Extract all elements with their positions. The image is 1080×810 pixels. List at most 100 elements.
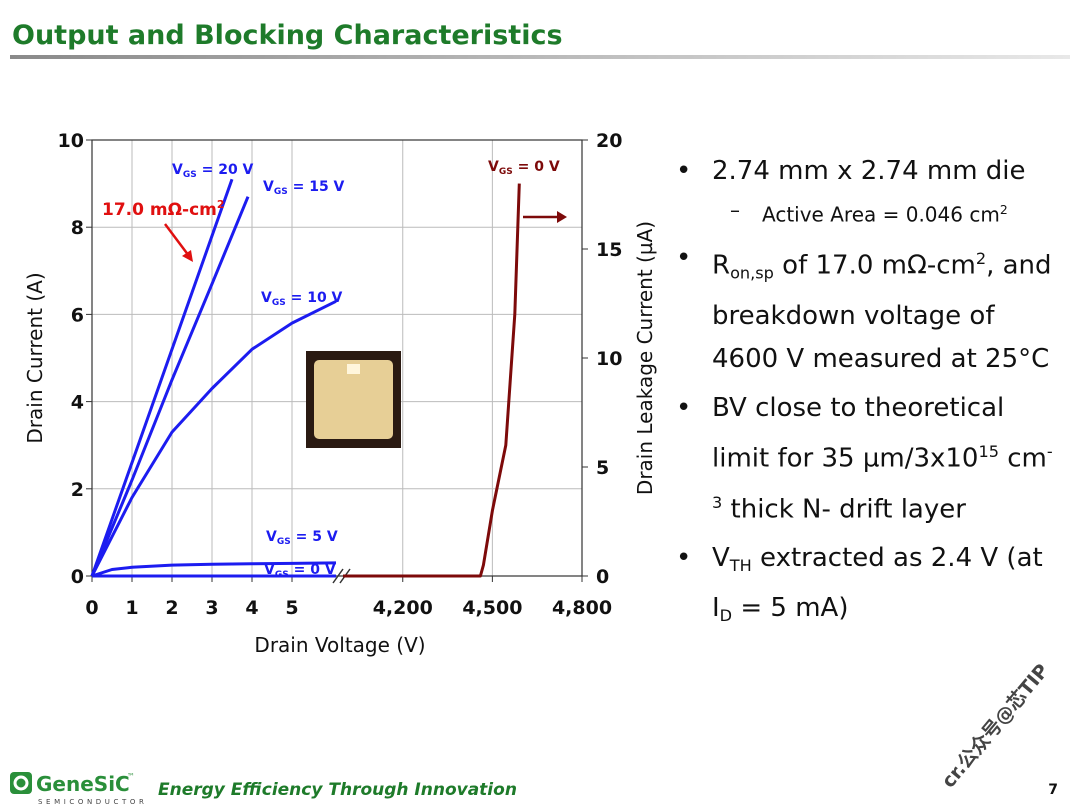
bullet: 2.74 mm x 2.74 mm die <box>672 150 1062 193</box>
label-rest: = 15 V <box>288 179 345 195</box>
y-tick-label: 2 <box>71 479 84 501</box>
series-label: VGS = 15 V <box>263 179 345 197</box>
bullet-text: BV close to theoretical limit for 35 µm/… <box>712 392 1005 474</box>
die-photo <box>314 360 393 439</box>
x-tick-label: 0 <box>85 597 98 619</box>
label-main: V <box>264 562 275 578</box>
annotation-main: 17.0 mΩ-cm <box>102 200 217 220</box>
bullet-text: 2.74 mm x 2.74 mm die <box>712 156 1026 186</box>
annotation-arrowhead <box>182 250 193 262</box>
axis-break <box>332 568 344 584</box>
bullet-text: , and breakdown voltage of 4600 V measur… <box>712 251 1052 374</box>
x2-tick-label: 4,200 <box>373 597 433 619</box>
bullet-text: 2 <box>975 249 987 269</box>
series-label: VGS = 20 V <box>172 162 254 180</box>
x-axis-title: Drain Voltage (V) <box>254 633 425 657</box>
bullet-text: extracted as 2.4 V (at I <box>712 543 1043 624</box>
watermark-group: cr.公众号@芯TIP <box>937 659 1054 792</box>
logo-tm: ™ <box>127 772 135 781</box>
bullet-text: on,sp <box>730 263 774 283</box>
label-sub: GS <box>277 537 291 547</box>
x-tick-label: 4 <box>245 597 258 619</box>
chart: 0 2 4 6 8 10 0 5 10 15 20 0 1 2 3 4 5 4,200 4,500 4,800 Drai… <box>23 130 657 657</box>
watermark: cr.公众号@芯TIP <box>937 659 1054 792</box>
title-rule <box>10 55 1070 59</box>
y-axis-title: Drain Current (A) <box>23 272 47 443</box>
label-sub: GS <box>499 167 513 177</box>
label-main: V <box>261 290 272 306</box>
bullet: Active Area = 0.046 cm2 <box>672 195 1062 229</box>
label-sub: GS <box>275 570 289 580</box>
die-photo-pad <box>347 364 360 374</box>
bullet-text: 2 <box>999 202 1008 217</box>
series-label: VGS = 0 V <box>488 159 560 177</box>
logo-icon-mark <box>13 775 29 791</box>
slide-title: Output and Blocking Characteristics <box>12 20 563 51</box>
bullet-text: -3 <box>712 441 1053 512</box>
y2-axis-title: Drain Leakage Current (µA) <box>633 221 657 495</box>
series-line <box>90 196 250 577</box>
label-sub: GS <box>183 170 197 180</box>
series-line <box>91 561 337 578</box>
series-line <box>90 178 234 577</box>
series-line <box>343 183 521 578</box>
y2-tick-label: 15 <box>596 239 622 261</box>
x-tick-label: 1 <box>125 597 138 619</box>
logo-text: GeneSiC <box>36 772 130 796</box>
logo-sub: SEMICONDUCTOR <box>38 798 147 806</box>
label-main: V <box>266 529 277 545</box>
y-tick-label: 4 <box>71 392 84 414</box>
label-rest: = 10 V <box>286 290 343 306</box>
x-tick-label: 2 <box>165 597 178 619</box>
x-tick-label: 3 <box>205 597 218 619</box>
label-rest: = 20 V <box>197 162 254 178</box>
bullet-text: cm <box>998 443 1047 474</box>
bullet-text: thick N- drift layer <box>722 494 966 525</box>
series-line <box>90 299 337 577</box>
label-sub: GS <box>274 187 288 197</box>
bullet-text: of 17.0 mΩ-cm <box>773 251 976 282</box>
bullet-text: TH <box>729 556 752 576</box>
bullet-list: 2.74 mm x 2.74 mm die Active Area = 0.046… <box>672 150 1062 643</box>
page-number: 7 <box>1048 782 1058 798</box>
label-main: V <box>488 159 499 175</box>
tagline: Energy Efficiency Through Innovation <box>158 780 517 800</box>
annotation-sup: 2 <box>217 198 225 211</box>
annotation-arrow <box>164 223 190 257</box>
bullet-text: D <box>719 605 733 625</box>
plot-frame <box>91 139 583 577</box>
bullet: VTH extracted as 2.4 V (at ID = 5 mA) <box>672 537 1062 637</box>
leakage-arrowhead <box>557 211 567 223</box>
y2-tick-label: 20 <box>596 130 622 152</box>
y-tick-label: 10 <box>58 130 84 152</box>
series-label: VGS = 0 V <box>264 562 336 580</box>
bullet-text: V <box>712 543 730 574</box>
logo: GeneSiC ™ SEMICONDUCTOR <box>10 772 147 806</box>
bullet-text: 15 <box>978 441 999 461</box>
bullet-text: Active Area = 0.046 cm <box>762 202 1000 227</box>
label-rest: = 5 V <box>291 529 338 545</box>
bullet-text: R <box>712 251 731 282</box>
annotation: 17.0 mΩ-cm2 <box>102 198 225 220</box>
y2-tick-label: 10 <box>596 348 622 370</box>
label-main: V <box>263 179 274 195</box>
bullet-text: = 5 mA) <box>732 593 849 624</box>
series-label: VGS = 5 V <box>266 529 338 547</box>
y2-tick-label: 0 <box>596 566 609 588</box>
y2-tick-label: 5 <box>596 457 609 479</box>
label-rest: = 0 V <box>513 159 560 175</box>
y-tick-label: 0 <box>71 566 84 588</box>
logo-icon <box>10 772 32 794</box>
x2-tick-label: 4,500 <box>462 597 522 619</box>
label-sub: GS <box>272 298 286 308</box>
x-tick-label: 5 <box>285 597 298 619</box>
y-tick-label: 8 <box>71 217 84 239</box>
series-label: VGS = 10 V <box>261 290 343 308</box>
bullet: Ron,sp of 17.0 mΩ-cm2, and breakdown vol… <box>672 237 1062 381</box>
label-rest: = 0 V <box>289 562 336 578</box>
bullet: BV close to theoretical limit for 35 µm/… <box>672 387 1062 531</box>
y-tick-label: 6 <box>71 304 84 326</box>
label-main: V <box>172 162 183 178</box>
